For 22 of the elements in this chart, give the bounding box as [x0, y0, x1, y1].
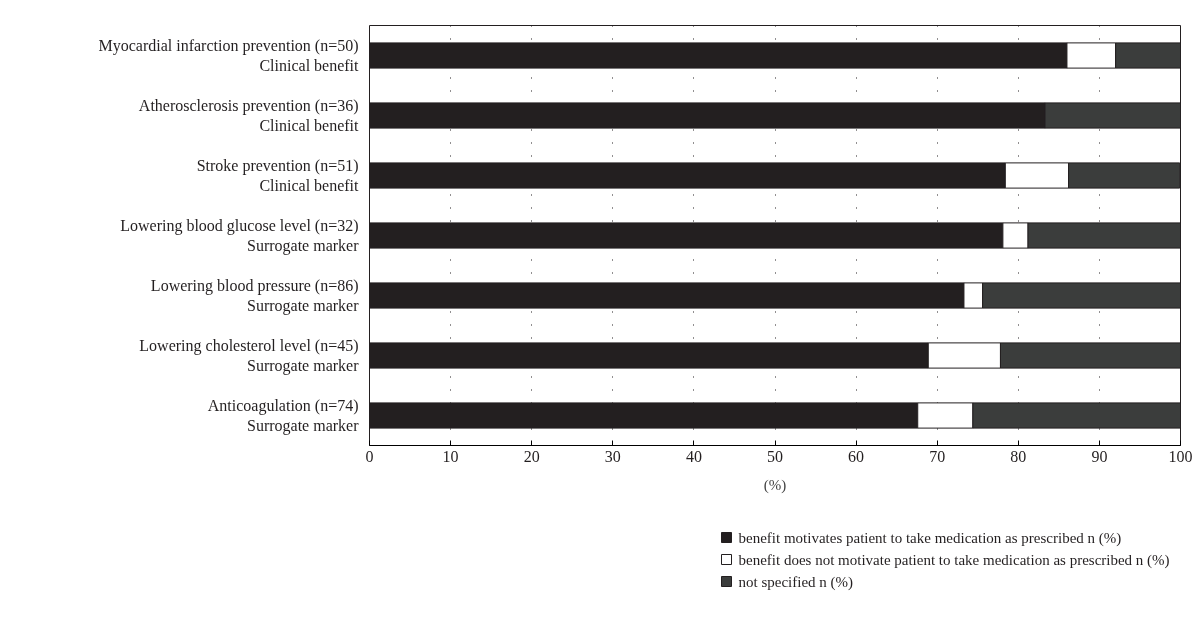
x-tick-label: 90	[1091, 447, 1108, 465]
y-tick-label: Myocardial infarction prevention (n=50) Clinical benefit	[98, 36, 360, 75]
x-tick-label: 50	[767, 447, 783, 465]
x-tick-label: 100	[1168, 447, 1193, 465]
y-tick-label: Stroke prevention (n=51) Clinical benefit	[196, 156, 360, 195]
legend-label: benefit motivates patient to take medication as prescribed n (%)	[738, 529, 1122, 547]
y-tick-label: Atherosclerosis prevention (n=36) Clinical benefit	[138, 96, 360, 135]
x-tick-label: 70	[929, 447, 946, 465]
legend-label: benefit does not motivate patient to take medication as prescribed n (%)	[738, 551, 1170, 569]
x-tick-label: 60	[848, 447, 865, 465]
x-tick-label: 0	[365, 447, 374, 465]
y-tick-label: Anticoagulation (n=74) Surrogate marker	[207, 396, 360, 436]
legend-label: not specified n (%)	[738, 573, 854, 591]
x-tick-label: 20	[523, 447, 540, 465]
x-tick-label: 10	[442, 447, 459, 465]
x-tick-label: 30	[604, 447, 621, 465]
y-tick-label: Lowering cholesterol level (n=45) Surrogate marker	[139, 336, 360, 376]
x-axis-title: (%)	[763, 476, 787, 494]
x-tick-label: 80	[1010, 447, 1027, 465]
x-tick-label: 40	[685, 447, 702, 465]
y-tick-label: Lowering blood glucose level (n=32) Surrogate marker	[120, 216, 360, 256]
y-tick-label: Lowering blood pressure (n=86) Surrogate marker	[150, 276, 360, 316]
